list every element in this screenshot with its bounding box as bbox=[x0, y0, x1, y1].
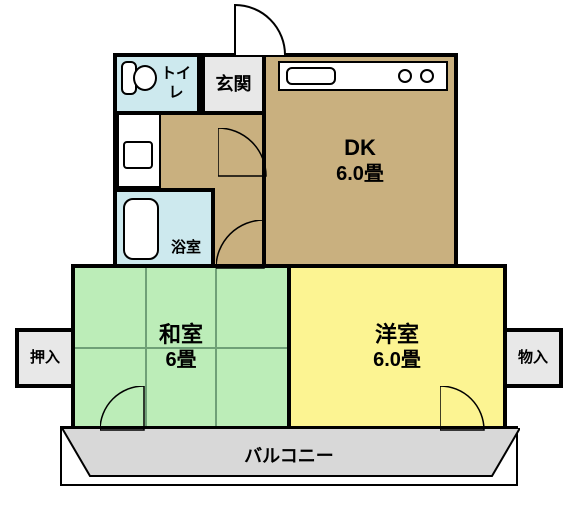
burner-icon bbox=[398, 69, 412, 83]
sink-icon bbox=[286, 67, 336, 85]
balcony-outline: バルコニー bbox=[60, 426, 518, 486]
floor-plan: DK 6.0畳 トイレ 玄関 浴室 和室 6畳 bbox=[0, 0, 578, 515]
dk-name: DK bbox=[344, 134, 376, 162]
door-arc-icon bbox=[440, 386, 486, 432]
youshitsu-name: 洋室 bbox=[375, 321, 419, 349]
youshitsu-size: 6.0畳 bbox=[373, 348, 421, 373]
tatami-line bbox=[145, 268, 147, 347]
door-arc-icon bbox=[218, 128, 268, 178]
room-genkan: 玄関 bbox=[201, 53, 266, 115]
kitchen-counter bbox=[278, 61, 448, 91]
toilet-label: トイレ bbox=[155, 65, 197, 103]
burner-icon bbox=[420, 69, 434, 83]
oshiire-label: 押入 bbox=[30, 349, 60, 368]
dk-size: 6.0畳 bbox=[336, 162, 384, 187]
washbasin-icon bbox=[123, 141, 153, 169]
entrance-door-icon bbox=[230, 0, 290, 60]
bath-label: 浴室 bbox=[171, 239, 201, 258]
door-arc-icon bbox=[216, 220, 266, 270]
washbasin-area bbox=[117, 115, 161, 188]
washitsu-size: 6畳 bbox=[165, 348, 196, 373]
balcony-label: バルコニー bbox=[244, 445, 334, 468]
room-toilet: トイレ bbox=[113, 53, 201, 115]
room-dk: DK 6.0畳 bbox=[262, 53, 458, 268]
storage-oshiire: 押入 bbox=[15, 328, 75, 388]
monoire-label: 物入 bbox=[518, 349, 548, 368]
door-arc-icon bbox=[100, 386, 146, 432]
tatami-line bbox=[215, 268, 217, 347]
room-bath: 浴室 bbox=[113, 188, 215, 268]
bathtub-icon bbox=[123, 198, 159, 260]
tatami-line bbox=[215, 347, 217, 426]
storage-monoire: 物入 bbox=[503, 328, 563, 388]
washitsu-name: 和室 bbox=[159, 321, 203, 349]
tatami-line bbox=[75, 347, 287, 349]
genkan-label: 玄関 bbox=[216, 73, 252, 96]
toilet-seat-icon bbox=[133, 65, 157, 91]
